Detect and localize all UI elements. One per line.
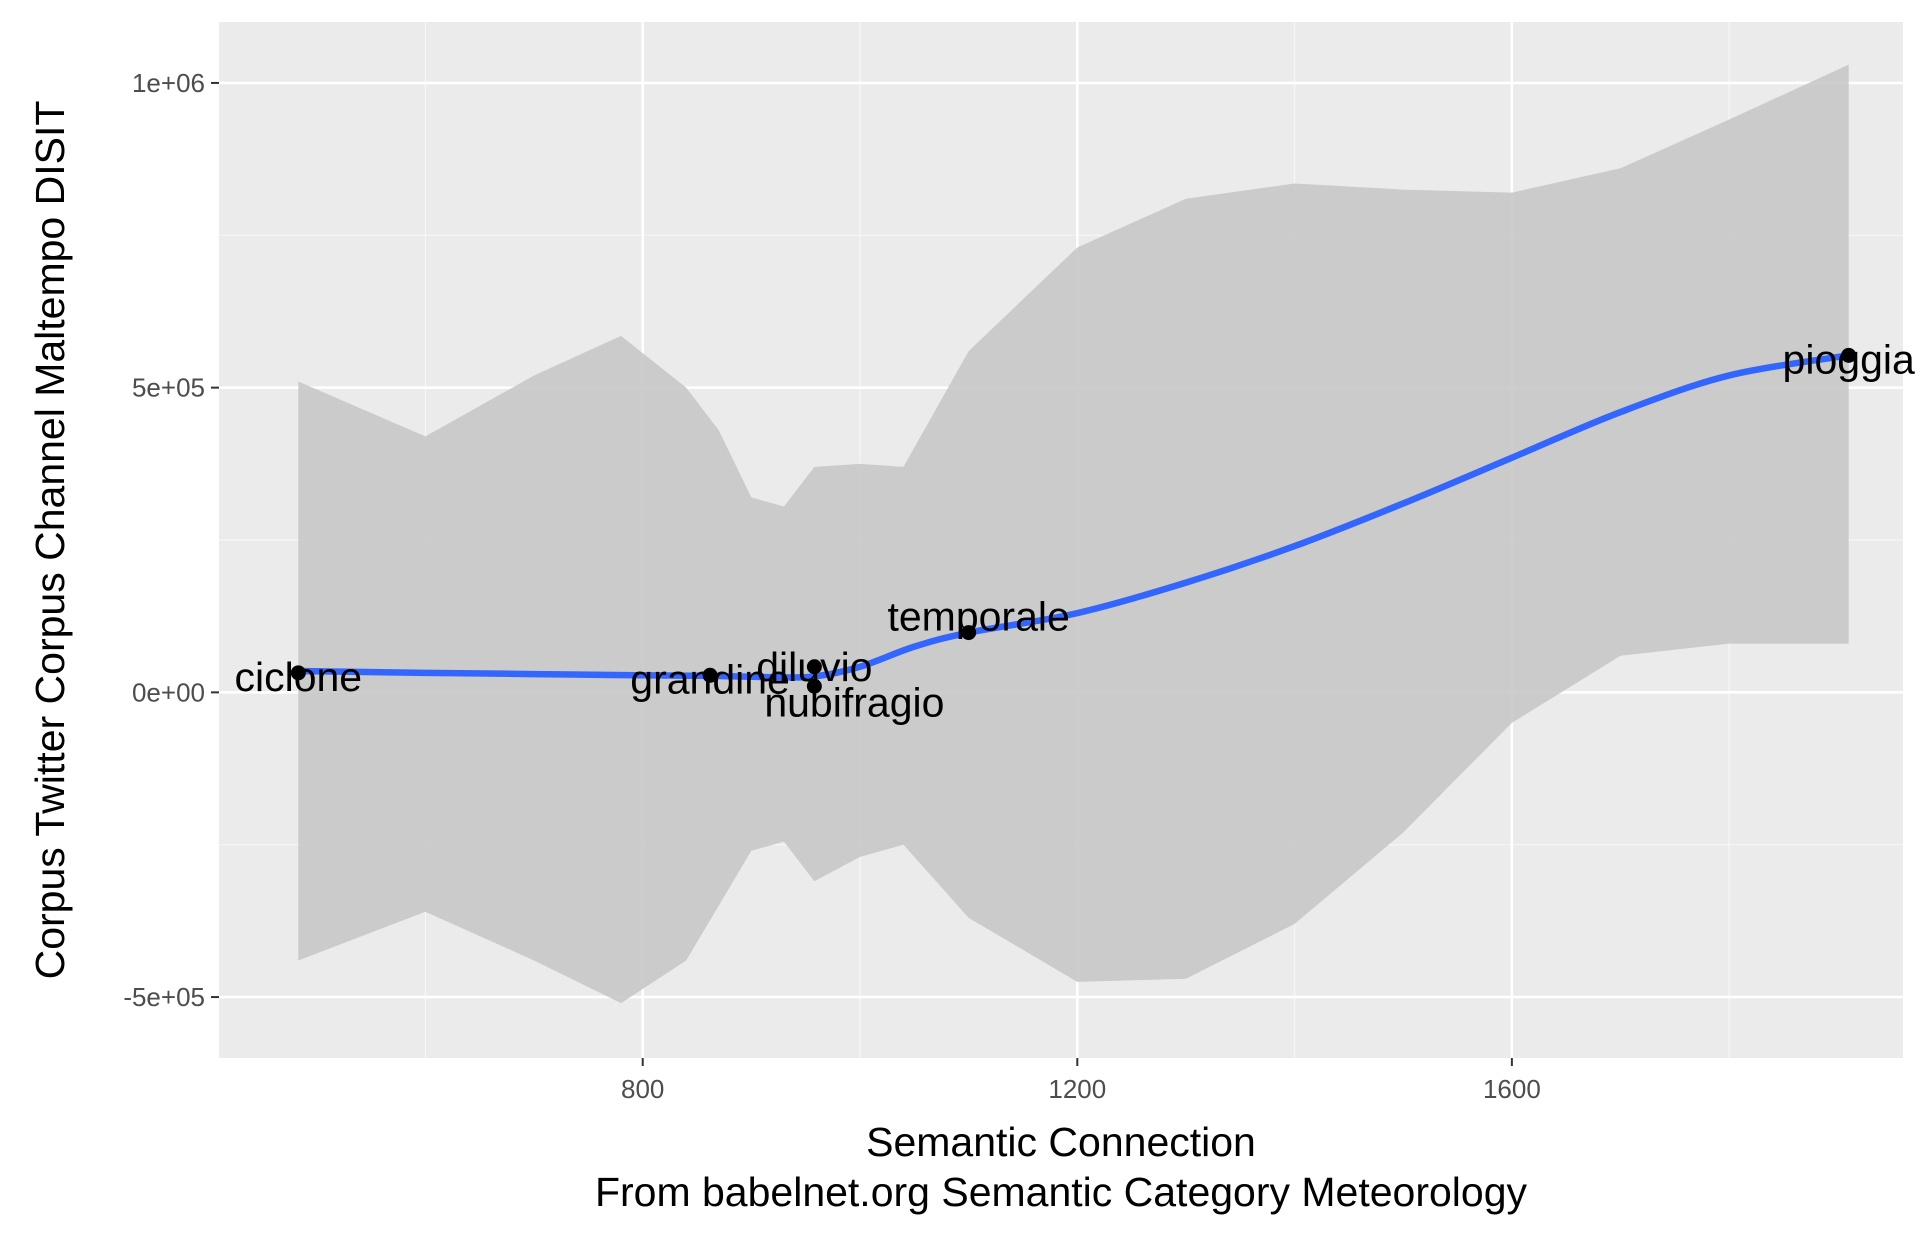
data-point bbox=[290, 665, 306, 681]
data-point bbox=[806, 659, 822, 675]
y-tick-label: 1e+06 bbox=[132, 68, 205, 98]
x-tick-label: 800 bbox=[621, 1074, 664, 1104]
point-label: diluvio bbox=[756, 644, 872, 690]
point-label: nubifragio bbox=[764, 679, 944, 725]
x-axis-title: Semantic Connection bbox=[866, 1119, 1256, 1165]
x-tick-label: 1200 bbox=[1048, 1074, 1106, 1104]
data-points bbox=[290, 347, 1857, 694]
y-axis-title: Corpus Twitter Corpus Channel Maltempo D… bbox=[27, 101, 73, 980]
data-point bbox=[1841, 347, 1857, 363]
point-label: grandine bbox=[630, 656, 790, 702]
point-label: pioggia bbox=[1783, 336, 1915, 382]
x-tick-label: 1600 bbox=[1483, 1074, 1541, 1104]
y-axis-ticks: -5e+05 0e+00 5e+05 1e+06 bbox=[123, 68, 219, 1012]
data-point bbox=[702, 667, 718, 683]
y-tick-label: 0e+00 bbox=[132, 677, 205, 707]
data-point bbox=[961, 625, 977, 641]
x-axis-subtitle: From babelnet.org Semantic Category Mete… bbox=[595, 1169, 1528, 1215]
y-tick-label: -5e+05 bbox=[123, 982, 205, 1012]
point-label: ciclone bbox=[234, 654, 362, 700]
data-point bbox=[806, 678, 822, 694]
y-tick-label: 5e+05 bbox=[132, 373, 205, 403]
point-label: temporale bbox=[887, 594, 1069, 640]
smooth-line bbox=[295, 352, 1852, 681]
x-axis-ticks: 800 1200 1600 bbox=[621, 1058, 1541, 1104]
confidence-band bbox=[298, 64, 1849, 1004]
